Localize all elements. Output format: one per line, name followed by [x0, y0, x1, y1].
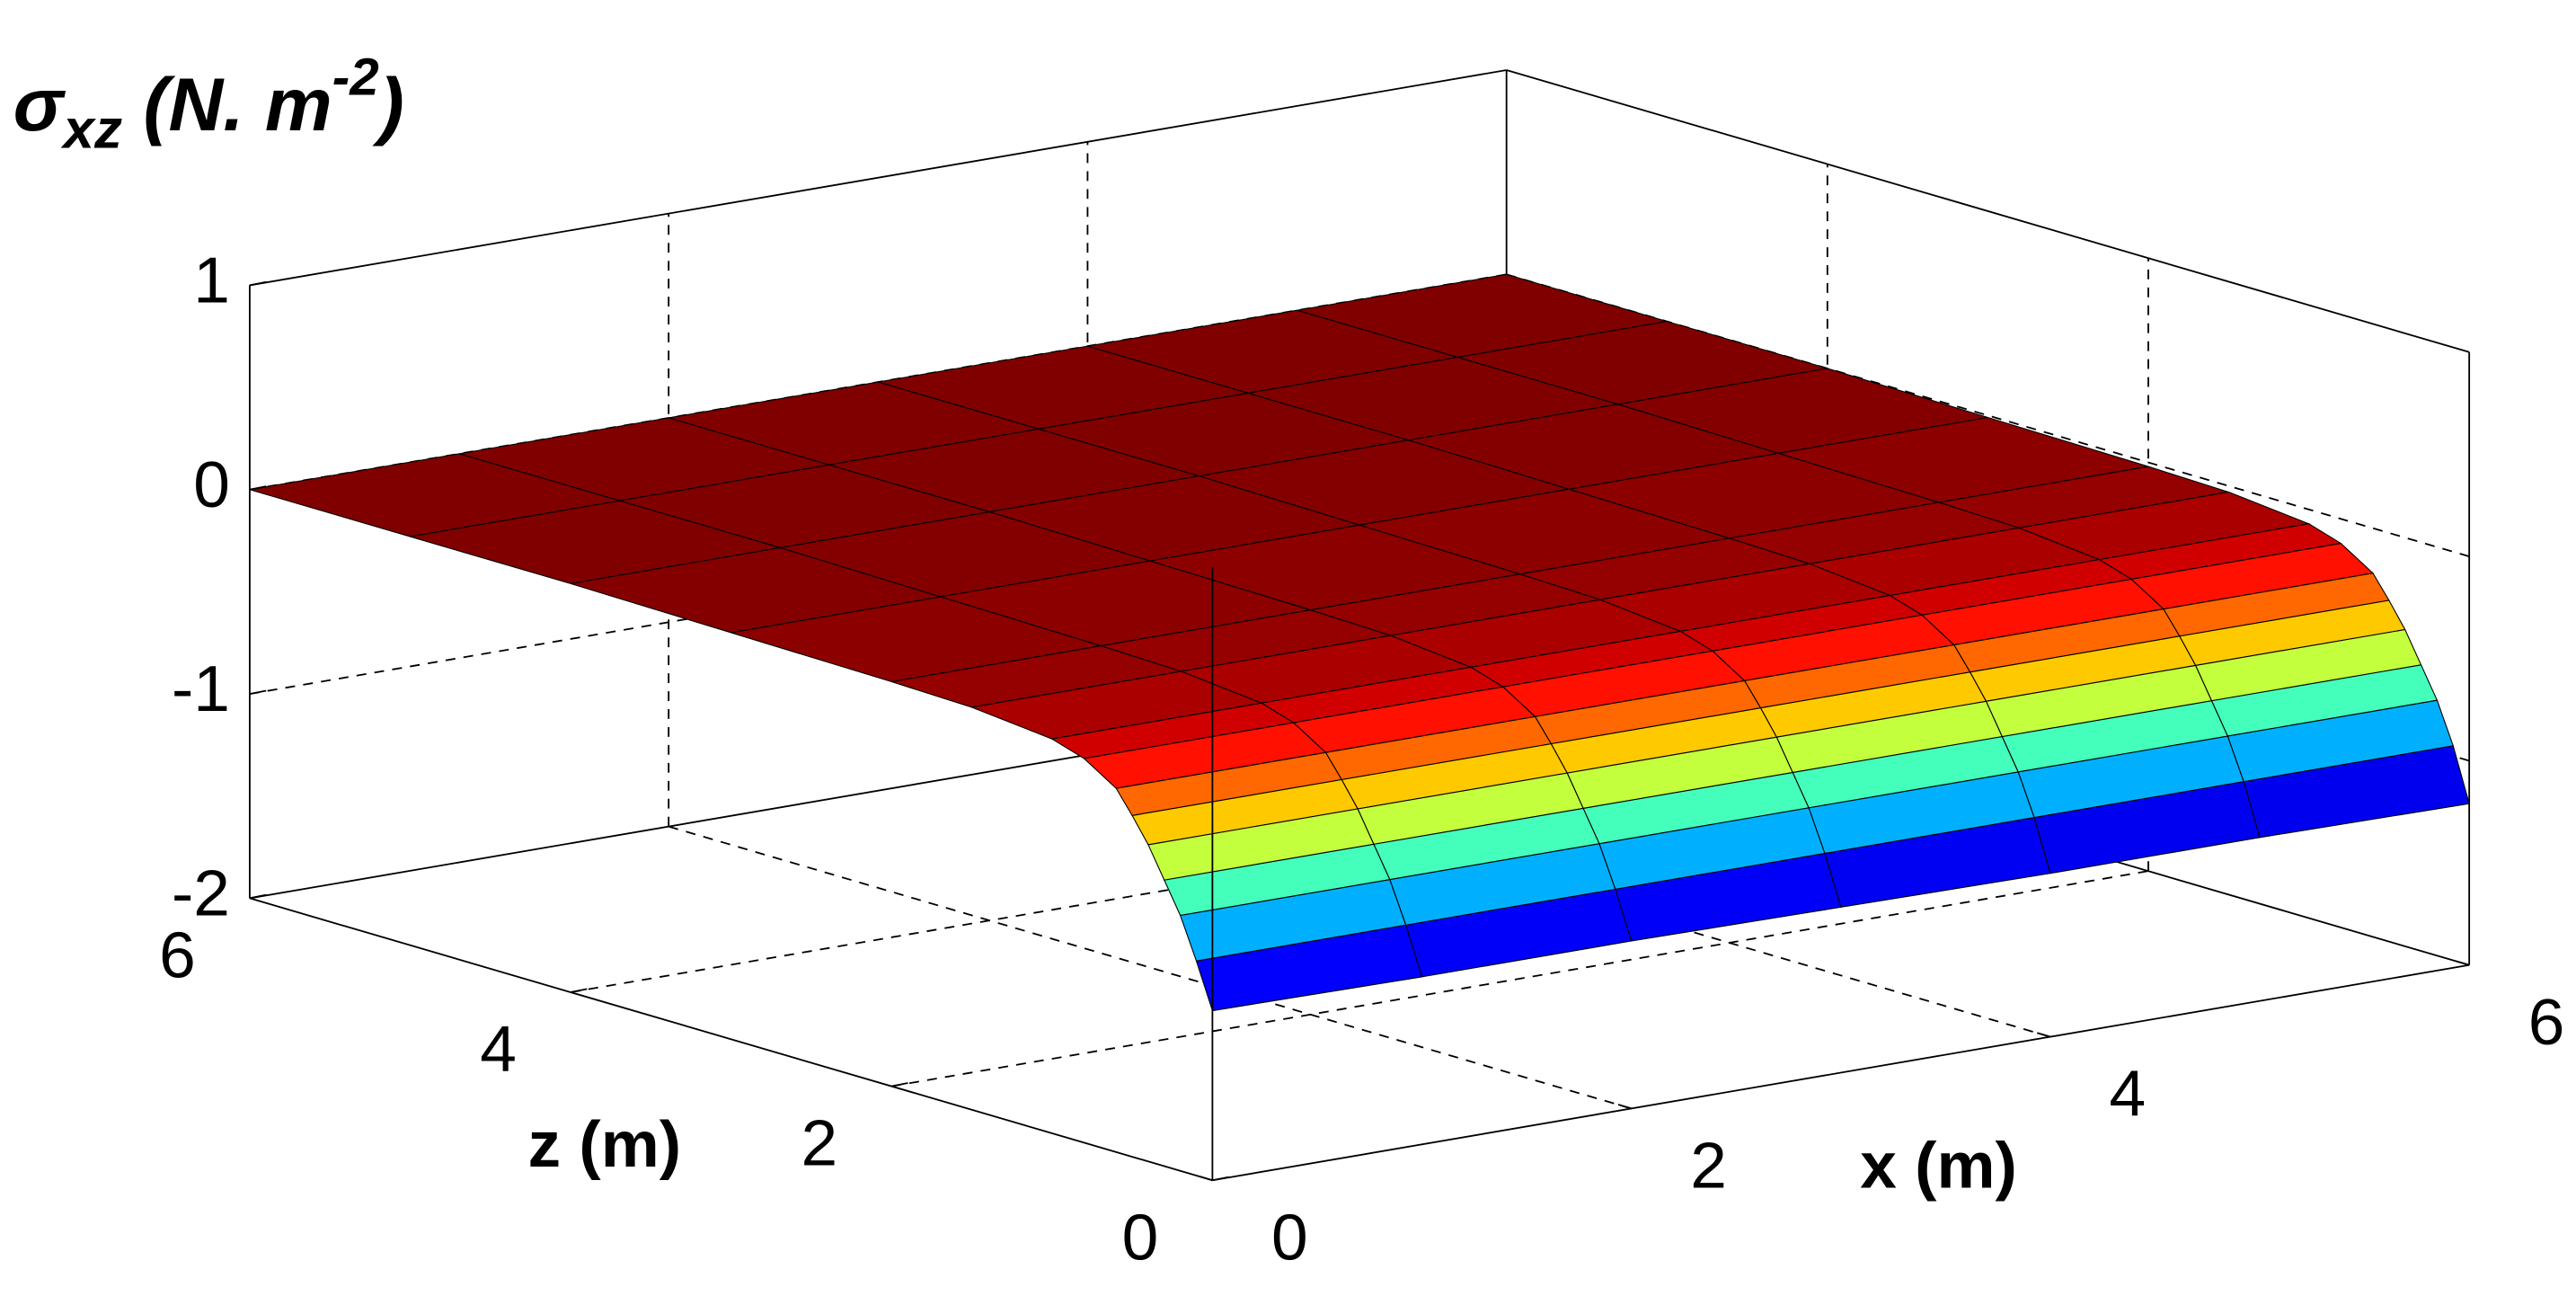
- y-axis-label-part: -2: [332, 49, 379, 107]
- z-tick-label: 0: [1122, 1202, 1159, 1274]
- y-axis-label-part: (N. m: [122, 63, 332, 147]
- tick-mark: [891, 1082, 908, 1087]
- z-axis-label: z (m): [528, 1108, 682, 1181]
- y-tick-label: -2: [172, 857, 230, 930]
- x-tick-label: 2: [1690, 1130, 1727, 1203]
- y-axis-label-part: xz: [60, 99, 122, 161]
- grid-line: [891, 870, 2149, 1087]
- tick-mark: [1617, 1104, 1632, 1110]
- y-tick-label: 0: [193, 448, 230, 521]
- z-tick-label: 2: [801, 1107, 837, 1180]
- axis-box-edge: [1506, 69, 2470, 353]
- axis-box-edge: [249, 69, 1507, 287]
- tick-mark: [249, 485, 267, 491]
- tick-mark: [249, 893, 267, 900]
- surface-patch: [1195, 924, 1423, 1012]
- tick-mark: [1212, 1176, 1229, 1182]
- z-tick-label: 6: [159, 919, 196, 992]
- x-tick-label: 6: [2528, 986, 2565, 1059]
- axis-box-edge: [1212, 963, 2470, 1182]
- tick-mark: [2456, 960, 2470, 966]
- tick-mark: [249, 689, 267, 695]
- x-tick-label: 4: [2109, 1058, 2146, 1131]
- axis-box-edge: [249, 897, 1213, 1182]
- tick-mark: [2037, 1032, 2051, 1038]
- tick-mark: [570, 988, 588, 993]
- x-axis-label: x (m): [1860, 1130, 2017, 1203]
- y-tick-label: 1: [193, 244, 230, 317]
- y-axis-label: σxz (N. m-2): [13, 49, 404, 161]
- grid-line: [668, 825, 1632, 1110]
- x-tick-label: 0: [1271, 1202, 1308, 1274]
- y-axis-label-part: σ: [13, 63, 66, 147]
- tick-mark: [1199, 1175, 1213, 1182]
- tick-mark: [249, 280, 267, 287]
- y-tick-label: -1: [172, 653, 230, 726]
- z-tick-label: 4: [480, 1013, 517, 1086]
